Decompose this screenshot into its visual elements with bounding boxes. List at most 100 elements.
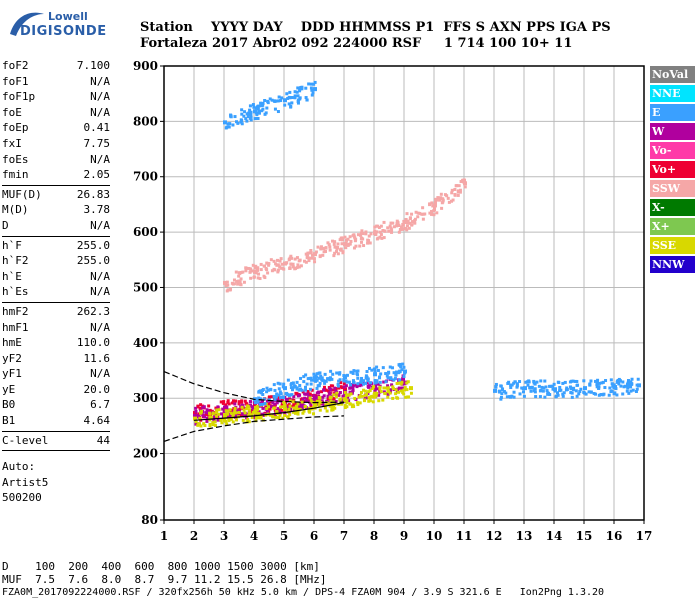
data-point bbox=[277, 393, 281, 397]
data-point bbox=[328, 392, 332, 396]
data-point bbox=[221, 401, 225, 405]
data-point bbox=[208, 418, 212, 422]
data-point bbox=[360, 240, 364, 244]
data-point bbox=[246, 417, 250, 421]
parameter-value: 7.100 bbox=[76, 59, 110, 72]
data-point bbox=[239, 282, 243, 286]
parameter-row: yE 20.0 bbox=[2, 382, 110, 398]
data-point bbox=[313, 80, 317, 84]
data-point bbox=[574, 389, 578, 393]
data-point bbox=[326, 389, 330, 393]
data-point bbox=[268, 395, 272, 399]
data-point bbox=[229, 411, 233, 415]
data-point bbox=[410, 220, 414, 224]
data-point bbox=[578, 389, 582, 393]
data-point bbox=[224, 403, 228, 407]
data-point bbox=[237, 279, 241, 283]
parameter-value: N/A bbox=[90, 367, 110, 381]
parameter-name: foF2 bbox=[2, 59, 29, 72]
parameter-name: B0 bbox=[2, 398, 16, 412]
data-point bbox=[388, 224, 392, 228]
data-point bbox=[397, 371, 401, 375]
data-point bbox=[319, 247, 323, 251]
data-point bbox=[456, 190, 460, 194]
profile-curve bbox=[163, 371, 345, 404]
data-point bbox=[237, 402, 241, 406]
data-point bbox=[609, 378, 613, 382]
data-point bbox=[336, 246, 340, 250]
data-point bbox=[334, 395, 338, 399]
y-tick-label: 800 bbox=[133, 114, 158, 128]
data-point bbox=[304, 96, 308, 100]
data-point bbox=[309, 399, 313, 403]
data-point bbox=[247, 411, 251, 415]
data-point bbox=[236, 282, 240, 286]
data-point bbox=[228, 122, 232, 126]
data-point bbox=[256, 406, 260, 410]
data-point bbox=[194, 409, 198, 413]
data-point bbox=[447, 200, 451, 204]
data-point bbox=[288, 256, 292, 260]
data-point bbox=[237, 400, 241, 404]
data-point bbox=[305, 399, 309, 403]
data-point bbox=[360, 229, 364, 233]
data-point bbox=[285, 393, 289, 397]
data-point bbox=[509, 383, 513, 387]
legend-item-sse: SSE bbox=[650, 237, 695, 254]
data-point bbox=[378, 230, 382, 234]
data-point bbox=[213, 423, 217, 427]
data-point bbox=[431, 204, 435, 208]
data-point bbox=[234, 399, 238, 403]
data-point bbox=[304, 388, 308, 392]
data-point bbox=[458, 188, 462, 192]
data-point bbox=[453, 187, 457, 191]
data-point bbox=[301, 411, 305, 415]
parameter-name: fmin bbox=[2, 168, 29, 182]
data-point bbox=[212, 416, 216, 420]
data-point bbox=[231, 420, 235, 424]
data-point bbox=[368, 241, 372, 245]
data-point bbox=[320, 390, 324, 394]
data-point bbox=[345, 373, 349, 377]
x-tick-label: 15 bbox=[576, 529, 593, 543]
parameter-value: 255.0 bbox=[76, 254, 110, 268]
data-point bbox=[345, 393, 349, 397]
data-point bbox=[260, 412, 264, 416]
parameter-value: 26.83 bbox=[76, 187, 110, 201]
y-tick-label: 200 bbox=[133, 447, 158, 461]
data-point bbox=[324, 388, 328, 392]
data-point bbox=[603, 386, 607, 390]
data-point bbox=[382, 390, 386, 394]
data-point bbox=[545, 389, 549, 393]
data-point bbox=[378, 387, 382, 391]
data-point bbox=[336, 384, 340, 388]
data-point bbox=[224, 419, 228, 423]
data-point bbox=[356, 233, 360, 237]
data-point bbox=[228, 415, 232, 419]
data-point bbox=[216, 418, 220, 422]
data-point bbox=[544, 385, 548, 389]
data-point bbox=[288, 90, 292, 94]
parameter-row: MUF(D) 26.83 bbox=[2, 187, 110, 203]
data-point bbox=[292, 395, 296, 399]
data-point bbox=[337, 379, 341, 383]
data-point bbox=[288, 413, 292, 417]
data-point bbox=[349, 239, 353, 243]
data-point bbox=[343, 406, 347, 410]
data-point bbox=[258, 403, 262, 407]
data-point bbox=[401, 222, 405, 226]
data-point bbox=[291, 400, 295, 404]
data-point bbox=[293, 90, 297, 94]
data-point bbox=[320, 376, 324, 380]
data-point bbox=[303, 396, 307, 400]
data-point bbox=[573, 379, 577, 383]
data-point bbox=[408, 216, 412, 220]
data-point bbox=[400, 368, 404, 372]
data-point bbox=[499, 397, 503, 401]
data-point bbox=[626, 384, 630, 388]
data-point bbox=[396, 222, 400, 226]
data-point bbox=[364, 230, 368, 234]
data-point bbox=[266, 388, 270, 392]
data-point bbox=[383, 392, 387, 396]
data-point bbox=[398, 370, 402, 374]
